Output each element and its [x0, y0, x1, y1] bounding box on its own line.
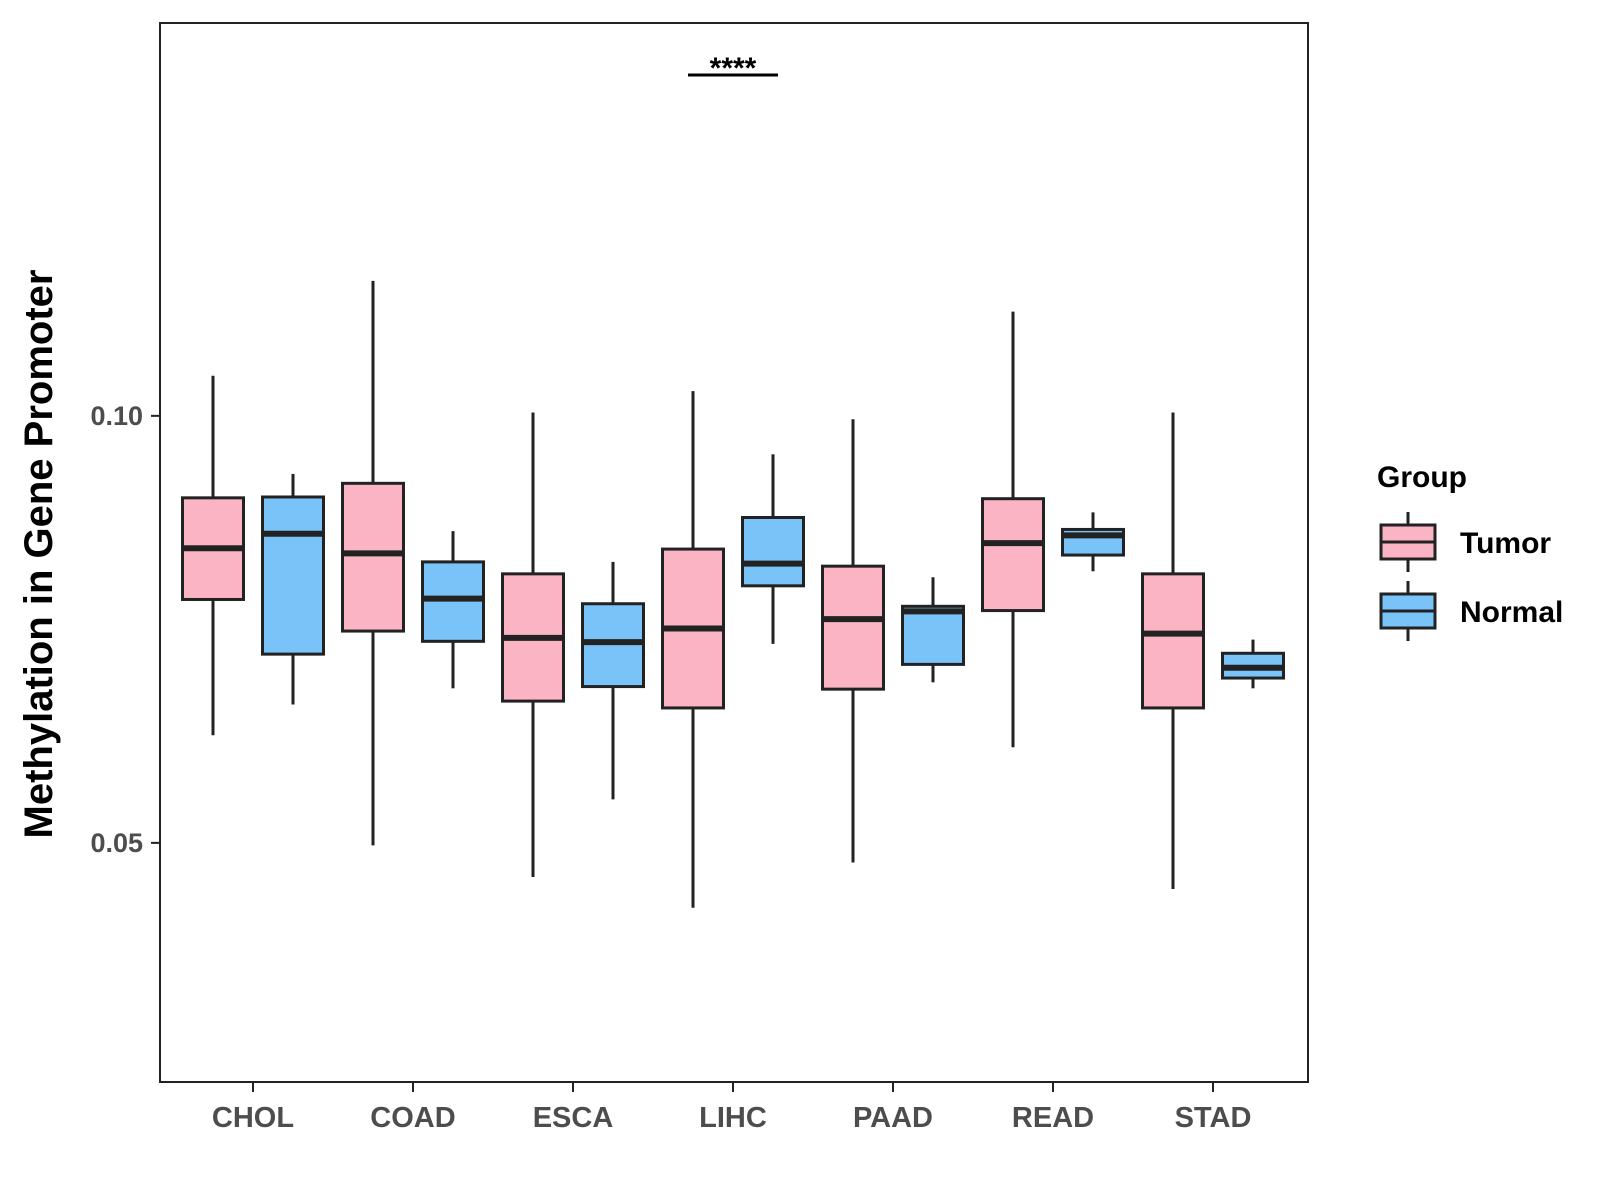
significance-label: **** [710, 52, 757, 85]
box-normal-coad [421, 531, 485, 689]
x-tick-label: PAAD [853, 1102, 933, 1134]
box-tumor-paad [821, 419, 885, 863]
x-tick-label: COAD [370, 1102, 455, 1134]
box-iqr [261, 495, 325, 656]
plot-area [181, 280, 1285, 908]
box-normal-paad [901, 577, 965, 683]
box-iqr [821, 564, 885, 691]
box-iqr [1141, 572, 1205, 710]
significance-annotations: **** [688, 52, 778, 85]
x-tick-label: ESCA [533, 1102, 614, 1134]
box-iqr [901, 604, 965, 666]
x-tick-label: STAD [1175, 1102, 1252, 1134]
legend-label-normal: Normal [1460, 596, 1563, 629]
legend-label-tumor: Tumor [1460, 527, 1551, 560]
box-tumor-coad [341, 280, 405, 846]
box-normal-chol [261, 473, 325, 705]
box-normal-stad [1221, 639, 1285, 689]
box-normal-read [1061, 512, 1125, 572]
x-tick-label: LIHC [699, 1102, 767, 1134]
legend-key-tumor [1379, 512, 1437, 572]
y-axis: 0.05 0.10 [90, 401, 160, 858]
y-axis-title: Methylation in Gene Promoter [17, 270, 61, 839]
box-normal-esca [581, 561, 645, 800]
legend: Group Tumor Normal [1377, 461, 1563, 641]
box-tumor-read [981, 311, 1045, 748]
box-iqr [741, 515, 805, 588]
legend-title: Group [1377, 461, 1467, 494]
y-tick-label: 0.10 [90, 401, 143, 431]
x-axis: CHOL COAD ESCA LIHC PAAD READ STAD [212, 1082, 1251, 1134]
legend-key-normal [1379, 581, 1437, 641]
x-tick-label: CHOL [212, 1102, 294, 1134]
box-tumor-lihc [661, 391, 725, 908]
box-tumor-chol [181, 375, 245, 736]
box-normal-lihc [741, 454, 805, 644]
box-tumor-stad [1141, 412, 1205, 889]
box-tumor-esca [501, 412, 565, 878]
box-iqr [341, 481, 405, 633]
box-iqr [981, 497, 1045, 613]
x-tick-label: READ [1012, 1102, 1094, 1134]
y-tick-label: 0.05 [90, 828, 143, 858]
